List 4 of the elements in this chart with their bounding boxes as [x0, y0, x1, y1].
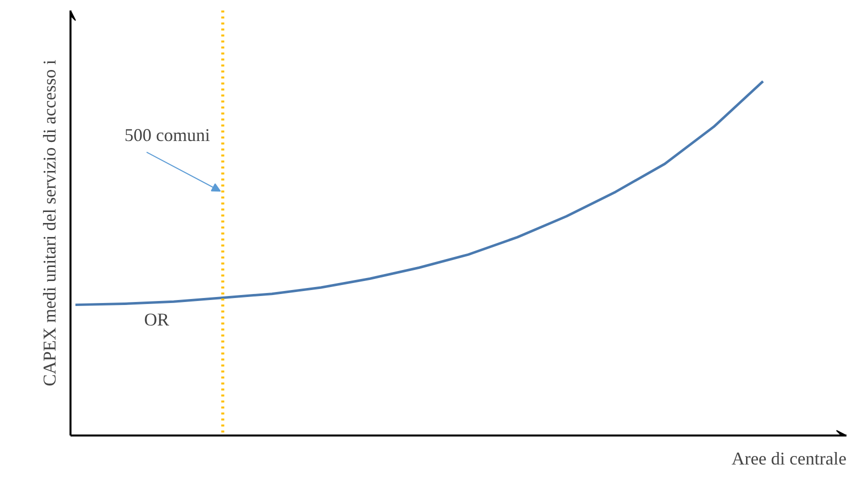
annotation: 500 comuni — [124, 125, 210, 146]
x-axis-title: Aree di centrale — [732, 448, 847, 468]
y-axis-title: CAPEX medi unitari del servizio di accesso i — [40, 60, 60, 386]
annotation: OR — [144, 309, 170, 330]
